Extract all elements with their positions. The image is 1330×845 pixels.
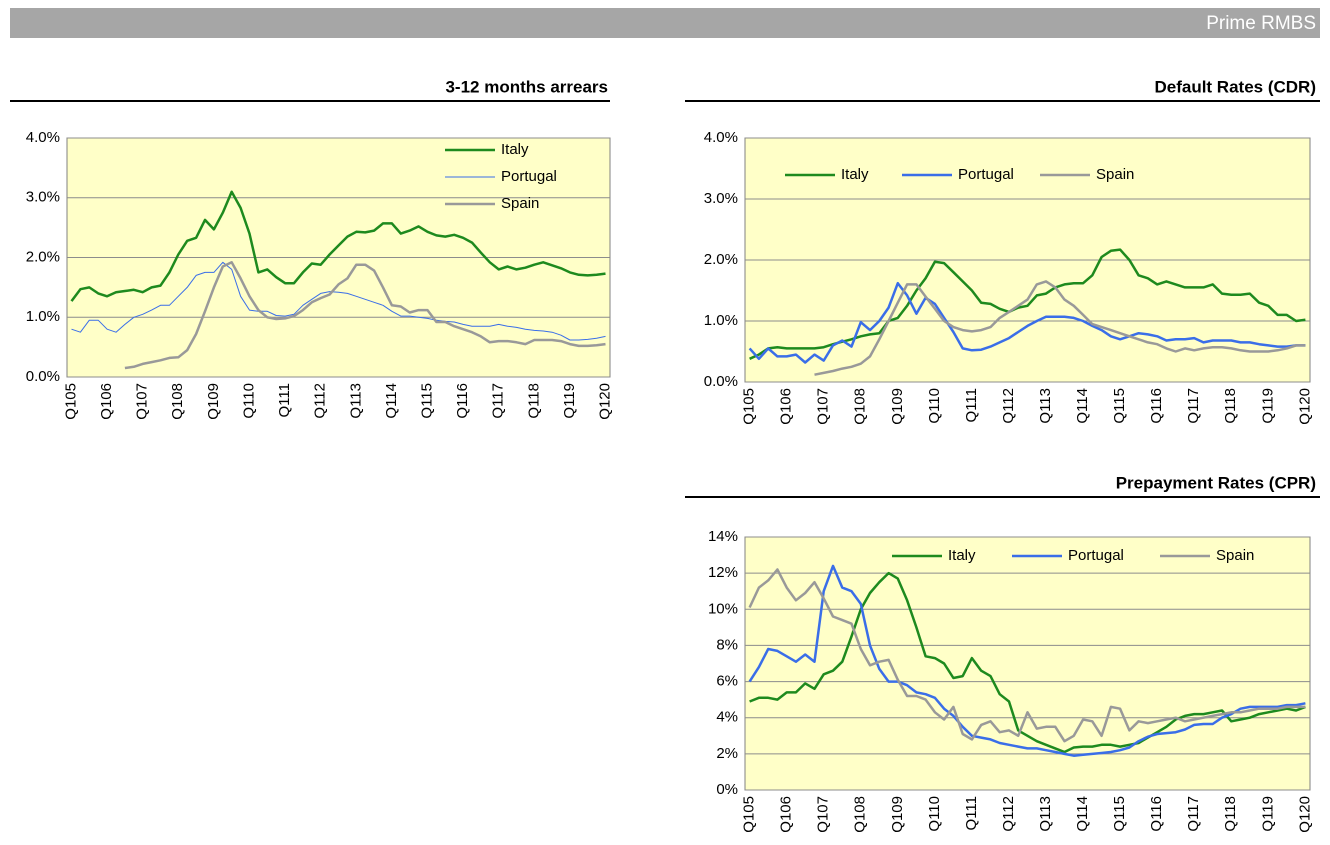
x-tick-label: Q105 bbox=[741, 388, 758, 425]
x-tick-label: Q117 bbox=[1185, 388, 1202, 424]
x-tick-label: Q111 bbox=[276, 383, 293, 417]
y-tick-label: 2% bbox=[716, 745, 738, 762]
x-tick-label: Q120 bbox=[1296, 796, 1313, 833]
x-tick-label: Q117 bbox=[1185, 796, 1202, 832]
x-tick-label: Q112 bbox=[1000, 388, 1017, 424]
legend-label: Spain bbox=[501, 195, 539, 212]
x-tick-label: Q110 bbox=[926, 388, 943, 424]
y-tick-label: 1.0% bbox=[704, 312, 738, 329]
x-tick-label: Q108 bbox=[169, 383, 186, 420]
y-tick-label: 4.0% bbox=[704, 129, 738, 146]
legend-label: Italy bbox=[948, 547, 976, 564]
y-tick-label: 0.0% bbox=[704, 373, 738, 390]
y-tick-label: 3.0% bbox=[26, 189, 60, 206]
x-tick-label: Q114 bbox=[383, 383, 400, 419]
x-tick-label: Q116 bbox=[1148, 796, 1165, 832]
x-tick-label: Q115 bbox=[418, 383, 435, 419]
y-tick-label: 1.0% bbox=[26, 308, 60, 325]
series-line bbox=[749, 571, 1306, 754]
series-line bbox=[748, 564, 1306, 757]
x-tick-label: Q117 bbox=[490, 383, 507, 419]
x-tick-label: Q114 bbox=[1074, 388, 1091, 424]
x-tick-label: Q116 bbox=[454, 383, 471, 419]
x-tick-label: Q108 bbox=[852, 388, 869, 425]
legend-label: Portugal bbox=[1068, 547, 1124, 564]
x-tick-label: Q113 bbox=[347, 383, 364, 419]
x-tick-label: Q119 bbox=[1259, 796, 1276, 832]
series-line bbox=[71, 261, 606, 341]
x-tick-label: Q106 bbox=[778, 796, 795, 833]
legend-label: Spain bbox=[1096, 166, 1134, 183]
y-tick-label: 3.0% bbox=[704, 190, 738, 207]
x-tick-label: Q114 bbox=[1074, 796, 1091, 832]
y-tick-label: 0% bbox=[716, 781, 738, 798]
x-tick-label: Q118 bbox=[1222, 796, 1239, 832]
x-tick-label: Q118 bbox=[1222, 388, 1239, 424]
x-tick-label: Q115 bbox=[1111, 388, 1128, 424]
x-tick-label: Q110 bbox=[240, 383, 257, 419]
y-tick-label: 4.0% bbox=[26, 129, 60, 146]
y-tick-label: 0.0% bbox=[26, 368, 60, 385]
x-tick-label: Q120 bbox=[597, 383, 614, 420]
x-tick-label: Q113 bbox=[1037, 388, 1054, 424]
x-tick-label: Q107 bbox=[134, 383, 151, 420]
x-tick-label: Q107 bbox=[815, 388, 832, 425]
x-tick-label: Q115 bbox=[1111, 796, 1128, 832]
y-tick-label: 2.0% bbox=[26, 248, 60, 265]
legend-label: Italy bbox=[501, 141, 529, 158]
chart-title: Default Rates (CDR) bbox=[1154, 77, 1316, 96]
series-line bbox=[70, 190, 606, 302]
y-tick-label: 8% bbox=[716, 636, 738, 653]
x-tick-label: Q108 bbox=[852, 796, 869, 833]
x-tick-label: Q110 bbox=[926, 796, 943, 832]
x-tick-label: Q116 bbox=[1148, 388, 1165, 424]
x-tick-label: Q119 bbox=[1259, 388, 1276, 424]
chart-title: 3-12 months arrears bbox=[445, 77, 608, 96]
x-tick-label: Q109 bbox=[889, 796, 906, 833]
x-tick-label: Q120 bbox=[1296, 388, 1313, 425]
x-tick-label: Q111 bbox=[963, 796, 980, 830]
chart-title: Prepayment Rates (CPR) bbox=[1116, 473, 1316, 492]
series-line bbox=[124, 261, 606, 370]
y-tick-label: 4% bbox=[716, 709, 738, 726]
x-tick-label: Q106 bbox=[98, 383, 115, 420]
legend-label: Italy bbox=[841, 166, 869, 183]
x-tick-label: Q105 bbox=[741, 796, 758, 833]
legend-label: Portugal bbox=[501, 168, 557, 185]
x-tick-label: Q106 bbox=[778, 388, 795, 425]
x-tick-label: Q111 bbox=[963, 388, 980, 422]
x-tick-label: Q105 bbox=[62, 383, 79, 420]
x-tick-label: Q112 bbox=[312, 383, 329, 419]
x-tick-label: Q118 bbox=[525, 383, 542, 419]
legend-label: Spain bbox=[1216, 547, 1254, 564]
header-title: Prime RMBS bbox=[1206, 13, 1316, 34]
series-line bbox=[748, 281, 1306, 364]
x-tick-label: Q109 bbox=[889, 388, 906, 425]
x-tick-label: Q109 bbox=[205, 383, 222, 420]
legend-label: Portugal bbox=[958, 166, 1014, 183]
series-line bbox=[748, 568, 1306, 743]
y-tick-label: 2.0% bbox=[704, 251, 738, 268]
x-tick-label: Q107 bbox=[815, 796, 832, 833]
x-tick-label: Q112 bbox=[1000, 796, 1017, 832]
header-bar bbox=[10, 8, 1320, 38]
y-tick-label: 6% bbox=[716, 673, 738, 690]
x-tick-label: Q119 bbox=[561, 383, 578, 419]
x-tick-label: Q113 bbox=[1037, 796, 1054, 832]
y-tick-label: 14% bbox=[708, 528, 738, 545]
series-line bbox=[814, 280, 1306, 376]
y-tick-label: 12% bbox=[708, 564, 738, 581]
y-tick-label: 10% bbox=[708, 600, 738, 617]
